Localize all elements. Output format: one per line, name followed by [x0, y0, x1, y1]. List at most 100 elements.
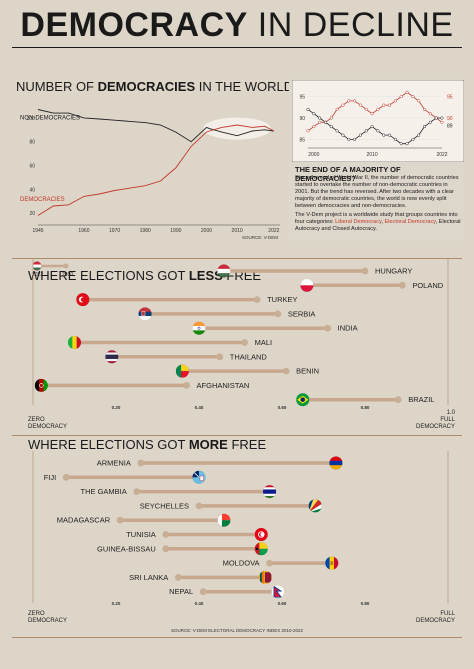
flag-armenia-icon: [329, 456, 343, 470]
flag-outline: [67, 335, 82, 350]
flag-band: [263, 491, 277, 495]
flag-band: [175, 364, 182, 378]
page-title: DEMOCRACY IN DECLINE: [20, 6, 454, 44]
inset-x-tick-label: 2010: [367, 152, 378, 158]
flag-crescent-cut: [80, 297, 86, 302]
label-non-democracies: NON-DEMOCRACIES: [20, 116, 80, 122]
flag-nepal-icon: [271, 584, 285, 599]
axis-left-label: ZERO: [28, 417, 45, 423]
flag-outline: [217, 264, 231, 278]
inset-point: [323, 120, 328, 124]
flag-band: [217, 513, 231, 521]
more-free-dumbbell-chart: 0.20 0.40 0.60 0.80ZERODEMOCRACYFULLDEMOCRA…: [28, 451, 456, 633]
inset-point: [329, 116, 333, 120]
inset-point: [376, 129, 380, 133]
inset-end-label: 95: [447, 95, 453, 101]
x-tick-label: 2000: [201, 228, 212, 234]
country-label: BRAZIL: [408, 395, 434, 404]
flag-content: [300, 278, 314, 292]
flag-content: [329, 456, 343, 470]
flag-outline: [308, 499, 322, 513]
country-label: SRI LANKA: [129, 573, 168, 582]
country-label: SERBIA: [288, 309, 316, 318]
series-line-non-democracies: [37, 109, 274, 143]
flag-content: [32, 261, 42, 271]
flag-content: [254, 542, 268, 556]
flag-outline: [254, 542, 268, 556]
flag-srilanka-icon: [258, 570, 273, 585]
inset-point: [405, 142, 409, 146]
axis-left-label: ZERO: [28, 611, 45, 617]
flag-band: [68, 336, 73, 349]
flag-outline: [262, 484, 277, 499]
flag-band: [32, 267, 42, 271]
flag-band: [72, 336, 77, 349]
inset-point: [329, 125, 333, 129]
flag-outline: [34, 378, 48, 393]
flag-band: [105, 361, 119, 364]
section1-title: NUMBER OF DEMOCRACIES IN THE WORLD: [16, 79, 294, 94]
flag-band: [263, 495, 277, 499]
point-2010: [398, 281, 406, 289]
flag-turkey-icon: [76, 292, 90, 307]
point-2010: [116, 516, 124, 524]
highlight-ellipse: [203, 117, 272, 140]
flag-band: [105, 356, 119, 360]
inset-point: [370, 125, 374, 129]
inset-point: [428, 120, 432, 124]
y-tick-label: 80: [29, 140, 35, 146]
flag-band: [325, 556, 330, 570]
point-2010: [62, 473, 70, 481]
flag-wheel: [197, 326, 201, 330]
x-tick-label: 2010: [232, 228, 243, 234]
inset-point: [411, 95, 415, 99]
flag-thailand-icon: [105, 350, 119, 364]
country-label: SEYCHELLES: [140, 501, 189, 510]
flag-band: [261, 570, 264, 584]
flag-outline: [175, 364, 190, 378]
point-2010: [274, 310, 282, 318]
inset-point: [312, 125, 316, 129]
flag-band: [34, 378, 40, 392]
inset-point: [417, 133, 421, 137]
legend-2010-label: 2010: [62, 272, 73, 278]
country-label: BENIN: [296, 367, 319, 376]
flag-content: [263, 485, 277, 499]
axis-right-label: 1.0: [447, 410, 456, 416]
inset-point: [364, 129, 368, 133]
x-tick-label: 1980: [140, 228, 151, 234]
source-divider: [12, 637, 462, 638]
flag-outline: [138, 307, 152, 321]
flag-content: [258, 570, 272, 584]
flag-outline: [254, 527, 268, 542]
flag-content: [192, 321, 206, 335]
flag-guinea-bissau-icon: [254, 542, 268, 556]
flag-content: [105, 350, 119, 364]
inset-end-label: 89: [447, 123, 453, 129]
inset-point: [440, 120, 444, 124]
point-2010: [195, 502, 203, 510]
axis-left-label: DEMOCRACY: [28, 424, 67, 430]
flag-band: [263, 493, 277, 497]
country-label: THAILAND: [230, 352, 268, 361]
x-tick-label: 0.60: [278, 601, 287, 606]
inset-y-tick-label: 85: [299, 137, 305, 143]
flag-band: [254, 548, 268, 556]
inset-point: [388, 133, 392, 137]
x-tick-label: 1945: [32, 228, 43, 234]
flag-brazil-icon: [296, 392, 310, 407]
inset-point: [399, 142, 403, 146]
flag-fiji-icon: [192, 470, 206, 484]
inset-point: [364, 107, 368, 111]
x-tick-label: 1990: [170, 228, 181, 234]
flag-band: [138, 307, 152, 313]
flag-band: [333, 556, 339, 570]
flag-ray: [308, 499, 319, 513]
flag-band: [329, 460, 343, 466]
flag-star: [255, 547, 259, 550]
x-tick-label: 0.80: [361, 601, 370, 606]
flag-crescent-cut: [260, 532, 265, 537]
flag-band: [76, 336, 81, 349]
flag-benin-icon: [175, 364, 190, 378]
